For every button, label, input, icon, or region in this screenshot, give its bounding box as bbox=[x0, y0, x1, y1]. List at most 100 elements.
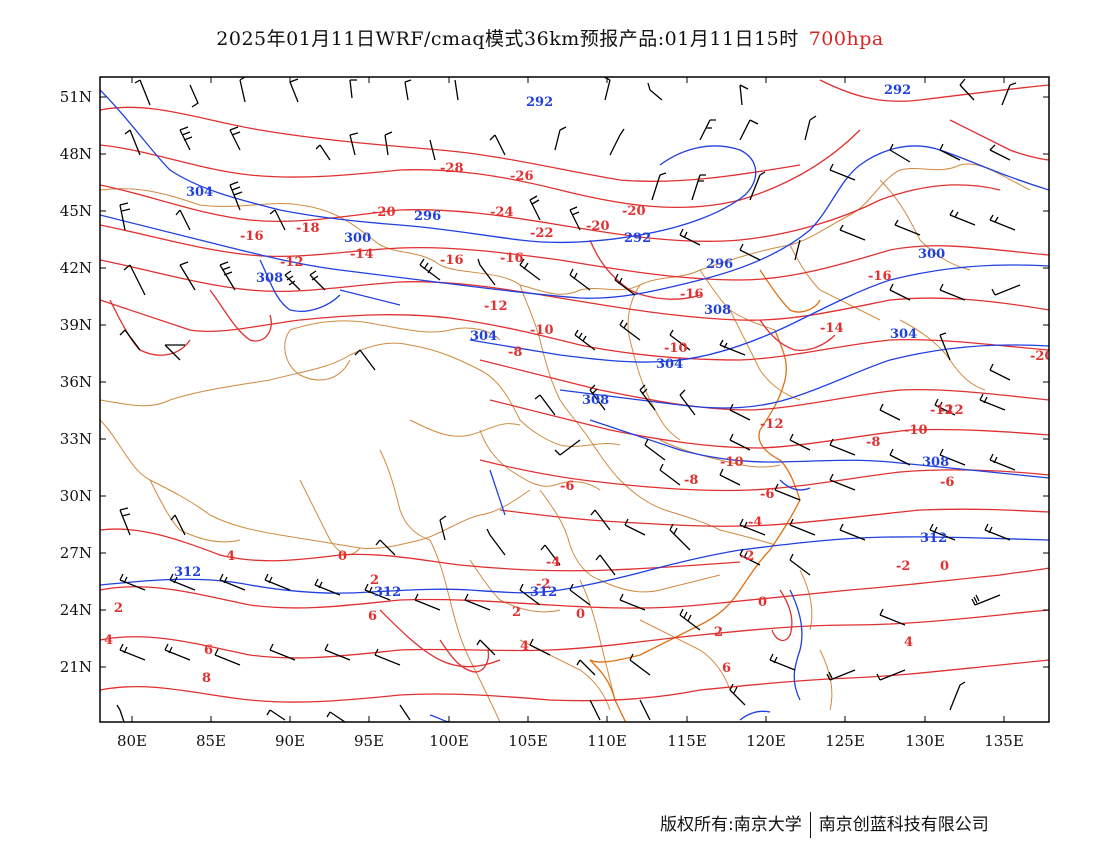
temp-label: -26 bbox=[510, 169, 534, 184]
temp-label: 4 bbox=[520, 639, 529, 654]
title-main: 2025年01月11日WRF/cmaq模式36km预报产品:01月11日15时 bbox=[216, 28, 799, 50]
boundary-lines bbox=[100, 163, 1031, 722]
height-label: 312 bbox=[374, 585, 401, 600]
lat-label: 24N bbox=[60, 601, 92, 619]
lon-label: 115E bbox=[667, 732, 707, 750]
lat-label: 45N bbox=[60, 202, 92, 220]
temp-label: -8 bbox=[684, 473, 698, 488]
copyright-company: 南京创蓝科技有限公司 bbox=[818, 815, 989, 835]
temp-label: -18 bbox=[296, 221, 320, 236]
height-label: 308 bbox=[582, 393, 609, 408]
temp-label: -20 bbox=[622, 204, 646, 219]
temp-label: -4 bbox=[748, 515, 762, 530]
weather-map: -28 -26 -24 -22 -20 -20 -20 -18 -16 -16 … bbox=[60, 76, 1054, 750]
temp-label: -2 bbox=[740, 549, 754, 564]
lat-label: 39N bbox=[60, 316, 92, 334]
height-label: 304 bbox=[470, 329, 497, 344]
temp-label: -16 bbox=[680, 287, 704, 302]
temp-label: -2 bbox=[896, 559, 910, 574]
lat-axis bbox=[100, 96, 1049, 668]
height-label: 300 bbox=[918, 247, 945, 262]
lon-label: 125E bbox=[825, 732, 865, 750]
temp-label: 4 bbox=[226, 549, 235, 564]
lon-label: 110E bbox=[587, 732, 627, 750]
temp-label: 4 bbox=[904, 635, 913, 650]
lon-axis bbox=[131, 77, 1005, 722]
lat-label: 51N bbox=[60, 88, 92, 106]
temp-label: 2 bbox=[512, 605, 521, 620]
temp-label: -10 bbox=[664, 341, 688, 356]
temp-label: -20 bbox=[586, 219, 610, 234]
temp-label: -12 bbox=[484, 299, 508, 314]
height-label: 304 bbox=[186, 185, 213, 200]
lat-label: 33N bbox=[60, 430, 92, 448]
lon-labels: 80E 85E 90E 95E 100E 105E 110E 115E 120E… bbox=[117, 732, 1024, 750]
height-label: 304 bbox=[656, 357, 683, 372]
lon-label: 130E bbox=[905, 732, 945, 750]
temperature-labels: -28 -26 -24 -22 -20 -20 -20 -18 -16 -16 … bbox=[104, 161, 1054, 686]
temp-label: -28 bbox=[440, 161, 464, 176]
temp-label: 0 bbox=[758, 595, 767, 610]
temp-label: -16 bbox=[500, 251, 524, 266]
copyright-owner: 版权所有:南京大学 bbox=[660, 815, 802, 835]
temp-label: -10 bbox=[904, 423, 928, 438]
height-label: 308 bbox=[256, 271, 283, 286]
lon-label: 105E bbox=[508, 732, 548, 750]
temp-label: -16 bbox=[240, 229, 264, 244]
temp-label: 0 bbox=[338, 549, 347, 564]
temp-label: -16 bbox=[440, 253, 464, 268]
temp-label: -22 bbox=[530, 226, 554, 241]
lon-label: 85E bbox=[196, 732, 226, 750]
lat-label: 30N bbox=[60, 487, 92, 505]
temp-label: -6 bbox=[560, 479, 574, 494]
temp-label: -24 bbox=[490, 205, 514, 220]
temp-label: -8 bbox=[508, 345, 522, 360]
lat-label: 48N bbox=[60, 145, 92, 163]
temp-label: 4 bbox=[104, 633, 113, 648]
title-level: 700hpa bbox=[808, 28, 884, 50]
height-label: 292 bbox=[624, 231, 651, 246]
temp-label: -12 bbox=[930, 403, 954, 418]
temp-label: -20 bbox=[1030, 349, 1054, 364]
lat-label: 27N bbox=[60, 544, 92, 562]
lon-label: 100E bbox=[429, 732, 469, 750]
height-label: 308 bbox=[704, 303, 731, 318]
height-label: 312 bbox=[174, 565, 201, 580]
footer-divider bbox=[809, 812, 811, 838]
temp-label: -4 bbox=[546, 555, 560, 570]
height-labels: 292 292 296 300 292 296 300 304 304 304 … bbox=[174, 83, 949, 600]
temp-label: -8 bbox=[866, 435, 880, 450]
copyright-footer: 版权所有:南京大学 南京创蓝科技有限公司 bbox=[660, 810, 989, 838]
temp-label: -12 bbox=[940, 403, 964, 418]
height-label: 308 bbox=[922, 455, 949, 470]
temp-label: -6 bbox=[760, 487, 774, 502]
temp-label: 6 bbox=[204, 643, 213, 658]
height-contours bbox=[100, 89, 1049, 722]
lon-label: 95E bbox=[354, 732, 384, 750]
temp-label: 8 bbox=[202, 671, 211, 686]
temp-label: 0 bbox=[576, 607, 585, 622]
height-label: 312 bbox=[530, 585, 557, 600]
wind-barbs bbox=[116, 77, 1021, 722]
lat-label: 36N bbox=[60, 373, 92, 391]
temp-label: 6 bbox=[722, 661, 731, 676]
temp-label: 2 bbox=[714, 625, 723, 640]
temp-label: 6 bbox=[368, 609, 377, 624]
temp-label: -14 bbox=[350, 247, 374, 262]
temp-label: -6 bbox=[940, 475, 954, 490]
temp-label: -16 bbox=[868, 269, 892, 284]
lon-label: 135E bbox=[984, 732, 1024, 750]
height-label: 304 bbox=[890, 327, 917, 342]
lon-label: 120E bbox=[746, 732, 786, 750]
height-label: 292 bbox=[526, 95, 553, 110]
height-label: 312 bbox=[920, 531, 947, 546]
height-label: 300 bbox=[344, 231, 371, 246]
temperature-contours bbox=[100, 79, 1049, 703]
temp-label: 0 bbox=[940, 559, 949, 574]
height-label: 296 bbox=[414, 209, 441, 224]
temp-label: -14 bbox=[820, 321, 844, 336]
temp-label: 2 bbox=[114, 601, 123, 616]
lat-label: 21N bbox=[60, 658, 92, 676]
temp-label: -10 bbox=[720, 455, 744, 470]
plot-frame bbox=[99, 76, 1050, 723]
